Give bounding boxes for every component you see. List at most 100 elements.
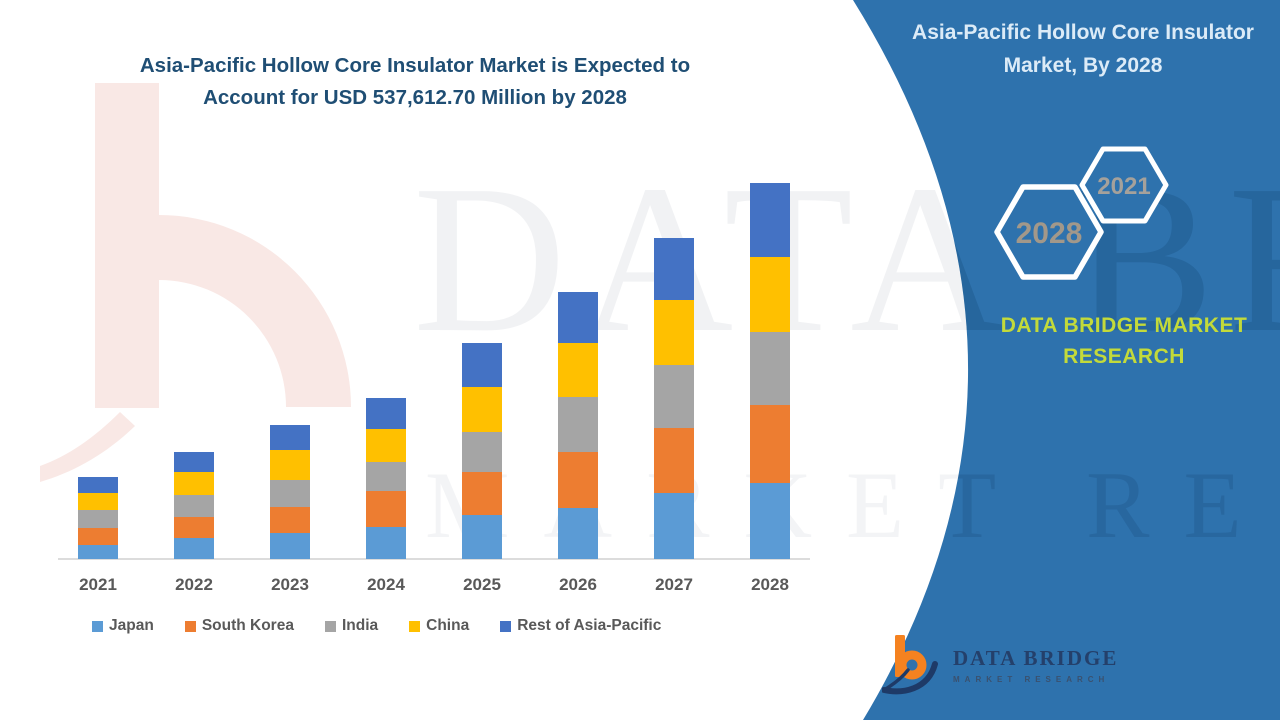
bar-segment-2027-japan <box>654 493 694 559</box>
brand-text-line2: RESEARCH <box>1063 345 1185 368</box>
x-axis-label-2027: 2027 <box>655 575 693 594</box>
legend-swatch <box>92 620 103 632</box>
logo-d-swoosh <box>882 661 938 695</box>
watermark-logo <box>40 83 351 482</box>
hexagon-2021 <box>1079 146 1169 224</box>
x-axis-label-2026: 2026 <box>559 575 597 594</box>
bar-segment-2026-india <box>558 397 598 452</box>
bar-segment-2028-japan <box>750 483 790 559</box>
bar-2024 <box>366 398 406 559</box>
bar-segment-2028-china <box>750 257 790 332</box>
bar-segment-2025-rest-of-asia-pacific <box>462 343 502 387</box>
legend-label: Rest of Asia-Pacific <box>517 617 662 634</box>
hexagon-2021-label: 2021 <box>1097 173 1150 200</box>
bar-segment-2021-rest-of-asia-pacific <box>78 477 118 493</box>
legend-label: India <box>341 617 379 634</box>
brand-text: DATA BRIDGE MARKET RESEARCH <box>968 310 1280 372</box>
main-title-line2: Account for USD 537,612.70 Million by 20… <box>203 86 627 109</box>
bar-segment-2025-south-korea <box>462 472 502 515</box>
legend-swatch <box>409 620 421 632</box>
bar-2022 <box>174 452 214 559</box>
bar-segment-2026-china <box>558 343 598 397</box>
bar-2027 <box>654 238 694 559</box>
legend-item-rest-of-asia-pacific: Rest of Asia-Pacific <box>500 617 661 635</box>
x-axis-label-2021: 2021 <box>79 575 117 594</box>
bar-segment-2023-japan <box>270 533 310 559</box>
logo-d-tail <box>882 668 910 692</box>
legend-label: Japan <box>109 617 154 634</box>
bar-2023 <box>270 425 310 559</box>
bar-segment-2021-south-korea <box>78 528 118 545</box>
x-axis-label-2024: 2024 <box>367 575 405 594</box>
bar-segment-2021-china <box>78 493 118 510</box>
bar-2021 <box>78 477 118 559</box>
hexagon-2028-label: 2028 <box>1016 217 1083 250</box>
bar-segment-2023-india <box>270 480 310 507</box>
legend-item-india: India <box>324 617 379 635</box>
bar-segment-2027-china <box>654 300 694 365</box>
watermark-logo-stem <box>95 83 159 408</box>
bar-2028 <box>750 183 790 559</box>
x-axis-line <box>58 558 810 560</box>
blue-panel-background <box>853 0 1280 720</box>
hexagon-2028 <box>994 184 1104 280</box>
bar-segment-2028-south-korea <box>750 405 790 483</box>
data-bridge-logo: DATA BRIDGE MARKET RESEARCH <box>882 634 1118 696</box>
logo-subtitle: MARKET RESEARCH <box>953 675 1110 684</box>
bar-segment-2022-japan <box>174 538 214 559</box>
bar-segment-2024-south-korea <box>366 491 406 527</box>
panel-title-line2: Market, By 2028 <box>1003 54 1163 77</box>
bar-segment-2024-china <box>366 429 406 462</box>
x-axis-label-2028: 2028 <box>751 575 789 594</box>
bar-2026 <box>558 292 598 559</box>
logo-text: DATA BRIDGE MARKET RESEARCH <box>953 634 1118 684</box>
x-axis-label-2023: 2023 <box>271 575 309 594</box>
x-axis-label-2022: 2022 <box>175 575 213 594</box>
bar-segment-2027-india <box>654 365 694 428</box>
logo-name: DATA BRIDGE <box>953 646 1119 670</box>
bar-segment-2027-rest-of-asia-pacific <box>654 238 694 300</box>
bar-segment-2022-india <box>174 495 214 517</box>
bar-segment-2022-rest-of-asia-pacific <box>174 452 214 472</box>
main-title: Asia-Pacific Hollow Core Insulator Marke… <box>60 50 770 114</box>
x-axis-label-2025: 2025 <box>463 575 501 594</box>
logo-b-bowl <box>897 650 927 680</box>
legend-item-south-korea: South Korea <box>184 617 294 635</box>
legend-item-japan: Japan <box>92 617 154 635</box>
bar-segment-2026-rest-of-asia-pacific <box>558 292 598 343</box>
watermark-logo-arch <box>159 215 351 407</box>
legend-item-china: China <box>409 617 469 635</box>
legend-swatch <box>500 620 512 632</box>
main-title-line1: Asia-Pacific Hollow Core Insulator Marke… <box>139 54 691 77</box>
bar-segment-2024-japan <box>366 527 406 559</box>
bar-segment-2027-south-korea <box>654 428 694 493</box>
bar-2025 <box>462 343 502 559</box>
bar-segment-2028-rest-of-asia-pacific <box>750 183 790 257</box>
bar-segment-2023-china <box>270 450 310 480</box>
bar-segment-2026-south-korea <box>558 452 598 508</box>
watermark-logo-swoosh <box>40 412 135 482</box>
panel-title: Asia-Pacific Hollow Core Insulator Marke… <box>890 16 1276 82</box>
chart-legend: Japan South Korea India China Rest of Asia-P… <box>92 617 661 635</box>
bar-segment-2023-south-korea <box>270 507 310 533</box>
bar-segment-2024-india <box>366 462 406 491</box>
legend-label: South Korea <box>201 617 294 634</box>
bar-segment-2022-south-korea <box>174 517 214 538</box>
bar-segment-2024-rest-of-asia-pacific <box>366 398 406 429</box>
data-bridge-logo-icon <box>882 635 938 695</box>
brand-text-line1: DATA BRIDGE MARKET <box>1000 314 1248 337</box>
bar-segment-2025-japan <box>462 515 502 559</box>
bar-segment-2026-japan <box>558 508 598 559</box>
panel-title-line1: Asia-Pacific Hollow Core Insulator <box>912 21 1254 44</box>
legend-swatch <box>324 620 336 632</box>
bar-segment-2021-japan <box>78 545 118 559</box>
bar-segment-2028-india <box>750 332 790 405</box>
bar-segment-2025-india <box>462 432 502 472</box>
bar-segment-2021-india <box>78 510 118 528</box>
legend-swatch <box>184 620 196 632</box>
bar-segment-2022-china <box>174 472 214 495</box>
bar-segment-2025-china <box>462 387 502 432</box>
